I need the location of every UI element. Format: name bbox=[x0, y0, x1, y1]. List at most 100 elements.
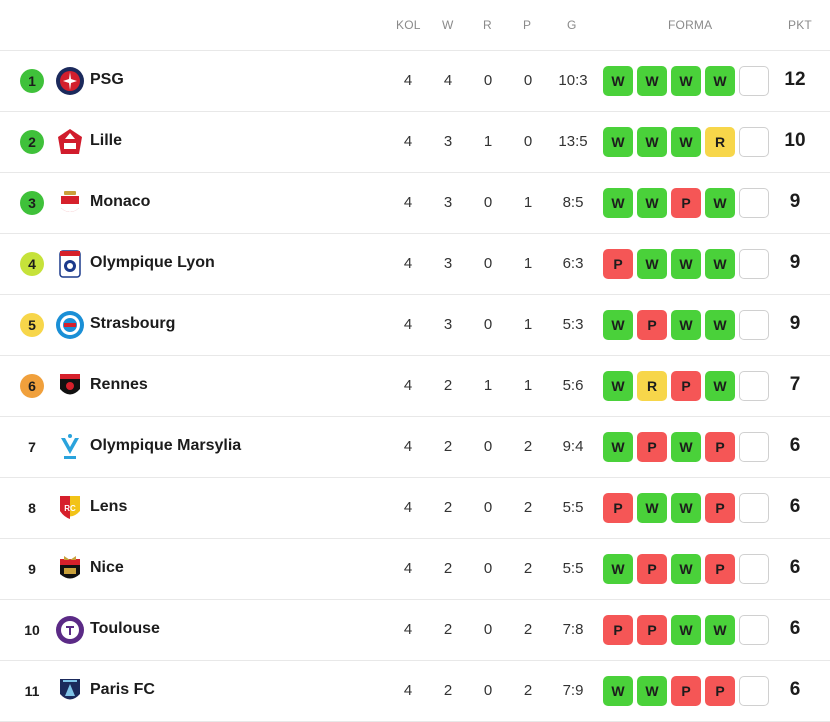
next-match-box[interactable] bbox=[739, 310, 769, 340]
next-match-box[interactable] bbox=[739, 432, 769, 462]
team-name[interactable]: PSG bbox=[90, 71, 124, 88]
form-result[interactable]: P bbox=[705, 676, 735, 706]
form-result[interactable]: W bbox=[637, 66, 667, 96]
toulouse-logo[interactable] bbox=[55, 615, 85, 645]
team-name[interactable]: Olympique Lyon bbox=[90, 254, 215, 271]
form-result[interactable]: W bbox=[637, 188, 667, 218]
team-name[interactable]: Rennes bbox=[90, 376, 148, 393]
form-result[interactable]: W bbox=[705, 371, 735, 401]
form-result[interactable]: W bbox=[637, 676, 667, 706]
header-pkt[interactable]: PKT bbox=[788, 18, 812, 32]
form-result[interactable]: W bbox=[705, 188, 735, 218]
next-match-box[interactable] bbox=[739, 249, 769, 279]
table-row[interactable]: 3 Monaco 4 3 0 1 8:5 W W P W 9 bbox=[0, 173, 830, 234]
form-result[interactable]: W bbox=[671, 615, 701, 645]
team-name[interactable]: Monaco bbox=[90, 193, 151, 210]
table-row[interactable]: 7 Olympique Marsylia 4 2 0 2 9:4 W P W P 6 bbox=[0, 417, 830, 478]
next-match-box[interactable] bbox=[739, 188, 769, 218]
strasbourg-logo[interactable] bbox=[55, 310, 85, 340]
form-result[interactable]: W bbox=[603, 371, 633, 401]
form-result[interactable]: P bbox=[705, 554, 735, 584]
lille-logo[interactable] bbox=[55, 127, 85, 157]
points: 6 bbox=[789, 557, 801, 578]
team-name[interactable]: Paris FC bbox=[90, 681, 155, 698]
form-result[interactable]: P bbox=[603, 615, 633, 645]
form-result[interactable]: W bbox=[671, 493, 701, 523]
form-result[interactable]: W bbox=[705, 66, 735, 96]
monaco-logo[interactable] bbox=[55, 188, 85, 218]
nice-logo[interactable] bbox=[55, 554, 85, 584]
lyon-logo[interactable] bbox=[55, 249, 85, 279]
psg-logo[interactable] bbox=[55, 66, 85, 96]
next-match-box[interactable] bbox=[739, 127, 769, 157]
form-result[interactable]: P bbox=[671, 676, 701, 706]
form-result[interactable]: W bbox=[603, 127, 633, 157]
team-name[interactable]: Toulouse bbox=[90, 620, 160, 637]
form-result[interactable]: W bbox=[603, 554, 633, 584]
marseille-logo[interactable] bbox=[55, 432, 85, 462]
table-row[interactable]: 6 Rennes 4 2 1 1 5:6 W R P W 7 bbox=[0, 356, 830, 417]
form-result[interactable]: W bbox=[705, 249, 735, 279]
form-result[interactable]: P bbox=[603, 493, 633, 523]
table-row[interactable]: 2 Lille 4 3 1 0 13:5 W W W R 10 bbox=[0, 112, 830, 173]
form-result[interactable]: W bbox=[603, 432, 633, 462]
form-result[interactable]: W bbox=[603, 676, 633, 706]
team-name[interactable]: Nice bbox=[90, 559, 124, 576]
stat-w: 2 bbox=[443, 560, 453, 577]
form-result[interactable]: W bbox=[705, 615, 735, 645]
form-result[interactable]: P bbox=[637, 554, 667, 584]
table-row[interactable]: 8 RC Lens 4 2 0 2 5:5 P W W P 6 bbox=[0, 478, 830, 539]
form-result[interactable]: W bbox=[603, 66, 633, 96]
rennes-logo[interactable] bbox=[55, 371, 85, 401]
form-result[interactable]: W bbox=[637, 127, 667, 157]
header-w[interactable]: W bbox=[442, 18, 454, 32]
form-result[interactable]: W bbox=[671, 432, 701, 462]
header-p[interactable]: P bbox=[523, 18, 532, 32]
form-result[interactable]: R bbox=[637, 371, 667, 401]
header-kol[interactable]: KOL bbox=[396, 18, 421, 32]
next-match-box[interactable] bbox=[739, 676, 769, 706]
table-row[interactable]: 11 Paris FC 4 2 0 2 7:9 W W P P 6 bbox=[0, 661, 830, 722]
table-row[interactable]: 1 PSG 4 4 0 0 10:3 W W W W 12 bbox=[0, 51, 830, 112]
form-result[interactable]: W bbox=[671, 310, 701, 340]
form-result[interactable]: W bbox=[671, 66, 701, 96]
next-match-box[interactable] bbox=[739, 66, 769, 96]
form-result[interactable]: W bbox=[671, 249, 701, 279]
lens-logo[interactable]: RC bbox=[55, 493, 85, 523]
team-name[interactable]: Olympique Marsylia bbox=[90, 437, 242, 454]
form-result[interactable]: P bbox=[671, 371, 701, 401]
header-g[interactable]: G bbox=[567, 18, 577, 32]
form-result[interactable]: W bbox=[671, 554, 701, 584]
form-result[interactable]: P bbox=[637, 615, 667, 645]
next-match-box[interactable] bbox=[739, 554, 769, 584]
form-result[interactable]: P bbox=[603, 249, 633, 279]
parisfc-logo[interactable] bbox=[55, 676, 85, 706]
table-row[interactable]: 10 Toulouse 4 2 0 2 7:8 P P W W 6 bbox=[0, 600, 830, 661]
form-result[interactable]: W bbox=[603, 310, 633, 340]
team-name[interactable]: Lens bbox=[90, 498, 128, 515]
table-row[interactable]: 5 Strasbourg 4 3 0 1 5:3 W P W W 9 bbox=[0, 295, 830, 356]
form-result[interactable]: W bbox=[705, 310, 735, 340]
form-result[interactable]: R bbox=[705, 127, 735, 157]
next-match-box[interactable] bbox=[739, 615, 769, 645]
table-row[interactable]: 9 Nice 4 2 0 2 5:5 W P W P 6 bbox=[0, 539, 830, 600]
rank-badge: 4 bbox=[20, 252, 44, 276]
team-name[interactable]: Strasbourg bbox=[90, 315, 176, 332]
form-result[interactable]: W bbox=[637, 493, 667, 523]
form-result[interactable]: W bbox=[637, 249, 667, 279]
form-result[interactable]: P bbox=[705, 493, 735, 523]
table-row[interactable]: 4 Olympique Lyon 4 3 0 1 6:3 P W W W 9 bbox=[0, 234, 830, 295]
header-r[interactable]: R bbox=[483, 18, 492, 32]
team-name[interactable]: Lille bbox=[90, 132, 123, 149]
next-match-box[interactable] bbox=[739, 371, 769, 401]
form-result[interactable]: W bbox=[603, 188, 633, 218]
form-result[interactable]: P bbox=[705, 432, 735, 462]
form-result[interactable]: P bbox=[637, 310, 667, 340]
form-result[interactable]: W bbox=[671, 127, 701, 157]
stat-r: 0 bbox=[483, 316, 493, 333]
next-match-box[interactable] bbox=[739, 493, 769, 523]
form-result[interactable]: P bbox=[671, 188, 701, 218]
form-result[interactable]: P bbox=[637, 432, 667, 462]
